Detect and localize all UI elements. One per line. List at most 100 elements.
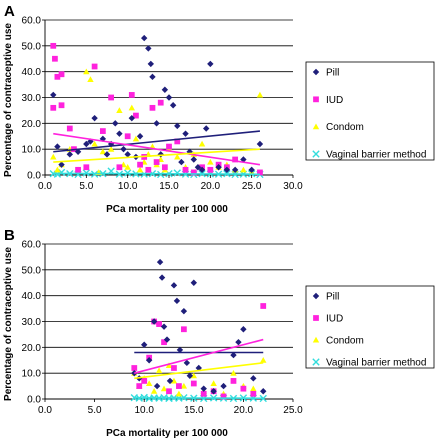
- panel-a-pill-point: [91, 114, 98, 122]
- panel-a-x-ticks: 0.0 5.0 10.0 15.0 20.0 25.0 30.0: [38, 175, 303, 192]
- panel-b-pill-point: [166, 377, 174, 385]
- panel-b-gridlines: [44, 243, 293, 400]
- panel-a-iud-point: [174, 138, 181, 145]
- panel-b-legend-vaginal-barrier-method-marker: [312, 358, 320, 366]
- panel-a-pill-point: [83, 140, 90, 148]
- panel-a-x-tick-label: 0.0: [38, 181, 52, 192]
- panel-a-y-tick-label: 0.0: [27, 171, 41, 182]
- panel-a-pill-point: [50, 91, 57, 99]
- panel-b-condom-point: [170, 377, 178, 384]
- panel-b-pill-point: [186, 372, 194, 379]
- panel-a-pill-point: [203, 125, 210, 132]
- panel-a-condom-point: [83, 68, 90, 75]
- panel-a-iud-point: [99, 128, 106, 134]
- panel-b-legend-iud-marker: [313, 315, 319, 321]
- panel-b-condom-point: [145, 380, 153, 387]
- panel-b-legend-vaginal-barrier-method-label: Vaginal barrier method: [326, 358, 426, 369]
- panel-a-vaginal-barrier-method-point: [173, 169, 181, 177]
- panel-a-pill-point: [248, 166, 255, 174]
- panel-b-y-tick-label: 0.0: [27, 395, 41, 406]
- panel-b-y-tick-label: 60.0: [22, 240, 42, 251]
- panel-a: A 0.0 5.0 10.0 15.0 20.0 25.0 30.0 0.0 10.0 20.0…: [3, 3, 435, 215]
- panel-b-y-tick-label: 20.0: [22, 343, 42, 354]
- panel-a-pill-point: [149, 73, 156, 81]
- panel-b-pill-point: [145, 357, 153, 364]
- panel-b-iud-point: [190, 380, 197, 387]
- panel-b-y-tick-label: 50.0: [22, 265, 42, 276]
- panel-b-pill-point: [131, 369, 138, 377]
- panel-a-pill-point: [66, 151, 73, 158]
- panel-a-condom-point: [116, 107, 123, 113]
- panel-b-condom-point: [210, 380, 217, 387]
- panel-b-iud-point: [250, 390, 257, 397]
- panel-b-x-tick-label: 15.0: [184, 405, 204, 416]
- panel-a-iud-point: [58, 71, 65, 78]
- panel-b-pill-point: [183, 359, 191, 367]
- panel-a-label: A: [4, 3, 15, 20]
- panel-a-pill-point: [120, 145, 127, 153]
- panel-a-iud-point: [52, 55, 58, 62]
- panel-b-condom-point: [160, 385, 168, 392]
- panel-a-plot-area: [49, 34, 264, 179]
- panel-b-x-tick-label: 5.0: [88, 405, 102, 416]
- panel-a-y-tick-label: 60.0: [22, 16, 42, 27]
- panel-b-x-axis-label: PCa mortality per 100 000: [106, 428, 228, 439]
- panel-a-condom-point: [107, 145, 115, 152]
- panel-b-pill-point: [210, 388, 217, 395]
- panel-a-y-tick-label: 50.0: [22, 41, 42, 52]
- panel-b-x-ticks: 0.0 5.0 10.0 15.0 20.0 25.0: [38, 399, 303, 416]
- panel-a-iud-point: [190, 169, 197, 176]
- panel-b-legend-condom-marker: [312, 336, 320, 343]
- panel-a-iud-point: [54, 73, 61, 80]
- panel-b-pill-point: [190, 279, 197, 286]
- panel-a-condom-point: [87, 76, 94, 82]
- panel-a-legend-vaginal-barrier-method-label: Vaginal barrier method: [326, 150, 426, 161]
- panel-a-iud-point: [108, 94, 115, 101]
- panel-a-pill-point: [207, 60, 214, 68]
- panel-b-iud-point: [166, 388, 172, 395]
- panel-a-legend: Pill IUD Condom Vaginal barrier method: [305, 61, 435, 161]
- panel-a-pill-point: [178, 158, 185, 166]
- panel-b-iud-point: [141, 378, 148, 384]
- panel-a-pill-point: [112, 120, 119, 127]
- panel-b-condom-point: [150, 388, 158, 394]
- panel-b-iud-point: [176, 383, 182, 389]
- panel-a-iud-point: [157, 99, 164, 106]
- panel-a-pill-point: [124, 151, 131, 158]
- panel-a-condom-point: [50, 153, 57, 160]
- panel-b-iud-point: [260, 303, 267, 309]
- panel-b-pill-point: [180, 307, 188, 315]
- panel-a-y-axis-label: Percentage of contraceptive use: [3, 23, 14, 177]
- panel-a-y-ticks: 0.0 10.0 20.0 30.0 40.0 50.0 60.0: [22, 16, 45, 182]
- panel-a-y-tick-label: 30.0: [22, 93, 42, 104]
- panel-b-iud-point: [200, 390, 207, 397]
- panel-b-y-tick-label: 40.0: [22, 291, 42, 302]
- panel-b-pill-point: [163, 336, 171, 343]
- panel-a-legend-iud-label: IUD: [326, 95, 343, 106]
- panel-b-condom-point: [250, 385, 257, 392]
- panel-a-legend-condom-marker: [312, 123, 320, 130]
- panel-b-pill-point: [235, 338, 242, 346]
- panel-b-pill-point: [170, 282, 178, 289]
- panel-a-condom-point: [128, 104, 135, 111]
- panel-a-iud-point: [50, 42, 57, 49]
- panel-b-iud-point: [161, 339, 167, 346]
- panel-a-legend-pill-marker: [312, 68, 320, 76]
- panel-b-pill-point: [200, 385, 207, 392]
- panel-a-legend-condom-label: Condom: [326, 122, 364, 133]
- panel-b-legend-condom-label: Condom: [326, 336, 364, 347]
- panel-a-iud-point: [66, 125, 73, 132]
- panel-b-pill-point: [220, 382, 227, 390]
- panel-b-iud-point: [156, 321, 162, 327]
- panel-b-vaginal-barrier-method-point: [259, 394, 267, 403]
- panel-b-legend: Pill IUD Condom Vaginal barrier method: [305, 285, 435, 369]
- panel-a-legend-pill-label: Pill: [326, 68, 339, 79]
- panel-b-y-axis-label: Percentage of contraceptive use: [3, 247, 14, 401]
- panel-a-pill-point: [174, 122, 181, 130]
- panel-b-pill-point: [176, 346, 184, 354]
- panel-b-condom-point: [175, 390, 183, 397]
- panel-a-x-tick-label: 15.0: [159, 181, 179, 192]
- panel-a-iud-point: [145, 166, 152, 173]
- panel-a-pill-point: [190, 156, 197, 163]
- panel-a-pill-point: [231, 166, 239, 174]
